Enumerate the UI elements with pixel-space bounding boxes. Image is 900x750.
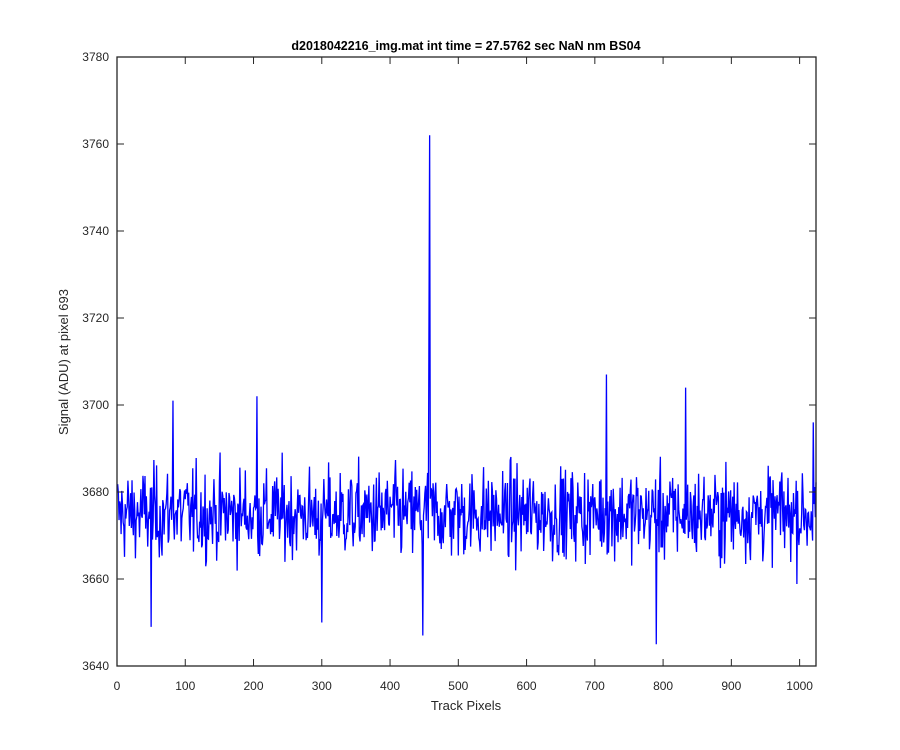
x-tick-label: 400 bbox=[380, 679, 400, 693]
y-tick-label: 3720 bbox=[82, 311, 109, 325]
plot-area: 0 100 200 300 400 500 600 700 800 900 1000 3640 3660… bbox=[82, 50, 817, 693]
x-tick-label: 200 bbox=[244, 679, 264, 693]
axes-box bbox=[116, 56, 817, 667]
x-tick-label: 0 bbox=[114, 679, 121, 693]
y-tick-label: 3740 bbox=[82, 224, 109, 238]
x-tick-label: 100 bbox=[175, 679, 195, 693]
x-axis-label: Track Pixels bbox=[431, 698, 502, 713]
y-tick-label: 3780 bbox=[82, 50, 109, 64]
y-tick-label: 3680 bbox=[82, 485, 109, 499]
x-tick-label: 500 bbox=[448, 679, 468, 693]
x-tick-label: 600 bbox=[517, 679, 537, 693]
series-line bbox=[117, 135, 817, 645]
x-tick-label: 300 bbox=[312, 679, 332, 693]
x-tick-label: 900 bbox=[721, 679, 741, 693]
x-tick-label: 800 bbox=[653, 679, 673, 693]
x-tick-label: 1000 bbox=[786, 679, 813, 693]
y-tick-label: 3700 bbox=[82, 398, 109, 412]
y-tick-label: 3660 bbox=[82, 572, 109, 586]
y-tick-label: 3640 bbox=[82, 659, 109, 673]
x-tick-label: 700 bbox=[585, 679, 605, 693]
chart-title: d2018042216_img.mat int time = 27.5762 s… bbox=[291, 39, 640, 53]
y-axis-label: Signal (ADU) at pixel 693 bbox=[56, 289, 71, 435]
y-tick-label: 3760 bbox=[82, 137, 109, 151]
